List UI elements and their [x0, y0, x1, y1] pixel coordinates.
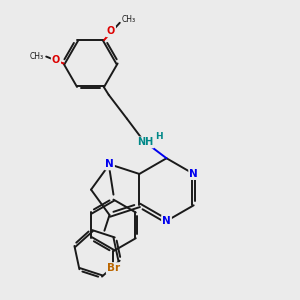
- Text: O: O: [52, 55, 60, 65]
- Text: CH₃: CH₃: [122, 15, 136, 24]
- Text: H: H: [155, 132, 163, 141]
- Text: Br: Br: [107, 263, 120, 273]
- Text: NH: NH: [137, 137, 153, 147]
- Text: O: O: [107, 26, 115, 36]
- Text: CH₃: CH₃: [30, 52, 44, 61]
- Text: N: N: [105, 159, 114, 169]
- Text: N: N: [162, 216, 171, 226]
- Text: N: N: [189, 169, 198, 179]
